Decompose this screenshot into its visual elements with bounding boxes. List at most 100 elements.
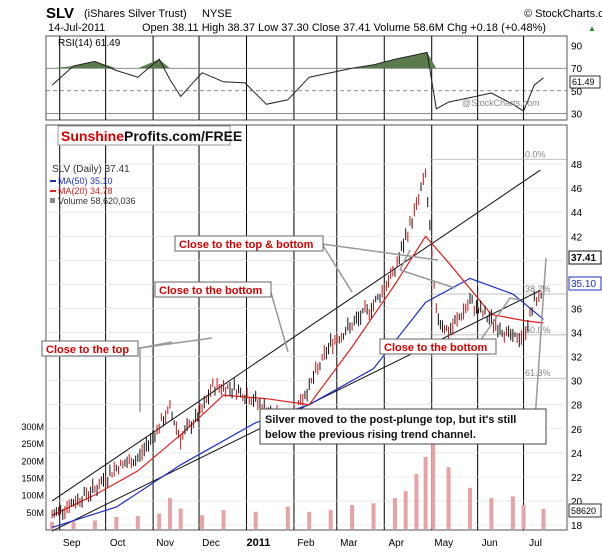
svg-text:35.10: 35.10 xyxy=(571,279,596,290)
price-tick-label: 18 xyxy=(571,521,583,532)
rsi-axis: 30 50 70 90 xyxy=(571,42,583,121)
svg-text:61.49: 61.49 xyxy=(572,77,595,87)
ticker-name: (iShares Silver Trust) xyxy=(84,8,187,20)
ma50-last-badge: 35.10 xyxy=(568,276,602,291)
price-tick-label: 24 xyxy=(571,449,583,460)
ma20-line xyxy=(51,235,544,516)
volume-bar xyxy=(167,498,172,529)
volume-bar xyxy=(467,487,472,529)
rsi-last-badge: 61.49 xyxy=(569,75,601,89)
x-tick-label: Apr xyxy=(388,538,404,549)
volume-bar xyxy=(92,520,97,529)
volume-bar xyxy=(403,491,408,529)
source-credit: © StockCharts.com xyxy=(524,8,602,20)
rsi-overbought-fill xyxy=(52,52,544,69)
rsi-watermark: @StockCharts.com xyxy=(462,98,540,108)
volume-bar xyxy=(489,498,494,529)
volume-bar xyxy=(431,432,436,529)
volume-bar xyxy=(178,508,183,529)
svg-text:Close to the bottom: Close to the bottom xyxy=(159,285,262,297)
sunshine-branding: SunshineProfits.com/FREE xyxy=(57,125,242,146)
volume-bar xyxy=(446,467,451,529)
legend-ma20: MA(20) 34.78 xyxy=(58,186,113,196)
quote-summary: Open 38.11 High 38.37 Low 37.30 Close 37… xyxy=(142,22,546,34)
price-legend: SLV (Daily) 37.41 MA(50) 35.10 MA(20) 34… xyxy=(50,164,136,206)
svg-text:Close to the bottom: Close to the bottom xyxy=(384,342,487,354)
volume-bar xyxy=(350,504,355,529)
ma50-line xyxy=(51,277,544,528)
x-tick-label: 2011 xyxy=(247,537,271,549)
price-tick-label: 46 xyxy=(571,184,583,195)
volume-bar xyxy=(510,496,515,529)
ticker-symbol: SLV xyxy=(46,5,74,22)
volume-bar xyxy=(50,522,55,529)
price-bars xyxy=(51,168,545,520)
price-legend-title: SLV (Daily) 37.41 xyxy=(52,164,130,175)
change-up-icon: ▲ xyxy=(588,24,596,33)
x-tick-label: Jul xyxy=(529,538,542,549)
volume-tick-label: 100M xyxy=(21,491,44,501)
fibonacci-label: 0.0% xyxy=(525,149,546,159)
x-tick-label: Oct xyxy=(110,538,126,549)
annotation-close-to-top: Close to the top xyxy=(41,340,139,357)
legend-ma50: MA(50) 35.10 xyxy=(58,176,113,186)
price-tick-label: 48 xyxy=(571,160,583,171)
price-tick-label: 30 xyxy=(571,377,583,388)
volume-bar xyxy=(71,521,76,529)
volume-bar xyxy=(371,503,376,529)
price-tick-label: 26 xyxy=(571,425,583,436)
svg-text:Close to the top & bottom: Close to the top & bottom xyxy=(179,239,314,251)
x-tick-label: May xyxy=(434,538,453,549)
annotation-close-to-bottom-left: Close to the bottom xyxy=(154,281,272,298)
volume-bar xyxy=(328,510,333,529)
svg-text:Silver moved to the post-plung: Silver moved to the post-plunge top, but… xyxy=(265,414,516,426)
x-tick-label: Mar xyxy=(340,538,358,549)
volume-bar xyxy=(157,513,162,529)
volume-bar xyxy=(285,506,290,529)
volume-bar xyxy=(200,515,205,529)
volume-bar xyxy=(253,511,258,529)
rsi-line xyxy=(51,51,544,112)
volume-bar xyxy=(307,511,312,529)
annotation-note: Silver moved to the post-plunge top, but… xyxy=(259,408,547,445)
fibonacci-label: 38.2% xyxy=(525,284,551,294)
volume-bar xyxy=(221,510,226,529)
price-grid: Sep Oct Nov Dec 2011 Feb Mar Apr May Jun Jul xyxy=(46,125,567,549)
svg-text:37.41: 37.41 xyxy=(571,253,596,264)
volume-axis: 50M 100M 150M 200M 250M 300M xyxy=(21,422,44,518)
price-tick-label: 44 xyxy=(571,208,583,219)
x-tick-label: Dec xyxy=(202,538,220,549)
svg-text:58620: 58620 xyxy=(571,506,596,516)
volume-bar xyxy=(135,515,140,529)
annotation-close-to-bottom-right: Close to the bottom xyxy=(379,338,497,355)
rsi-tick-label: 30 xyxy=(571,109,583,120)
price-tick-label: 20 xyxy=(571,497,583,508)
price-tick-label: 28 xyxy=(571,401,583,412)
x-tick-label: Feb xyxy=(297,538,315,549)
volume-bar xyxy=(392,498,397,529)
volume-tick-label: 250M xyxy=(21,439,44,449)
volume-bar xyxy=(114,516,119,529)
exchange-label: NYSE xyxy=(202,8,232,20)
price-tick-label: 22 xyxy=(571,473,583,484)
price-tick-label: 34 xyxy=(571,329,583,340)
volume-bar xyxy=(414,474,419,529)
volume-last-badge: 58620 xyxy=(568,503,602,518)
volume-tick-label: 200M xyxy=(21,456,44,466)
price-tick-label: 36 xyxy=(571,304,583,315)
date-label: 14-Jul-2011 xyxy=(48,22,105,34)
volume-bar xyxy=(423,456,428,529)
volume-bars xyxy=(50,432,546,529)
volume-tick-label: 50M xyxy=(26,508,44,518)
price-panel: Sep Oct Nov Dec 2011 Feb Mar Apr May Jun Jul 18 20 2… xyxy=(21,124,602,549)
annotation-close-to-top-and-bottom: Close to the top & bottom xyxy=(174,235,324,252)
price-last-badge: 37.41 xyxy=(568,250,602,265)
volume-bar xyxy=(521,504,526,529)
volume-tick-label: 300M xyxy=(21,422,44,432)
volume-tick-label: 150M xyxy=(21,474,44,484)
trend-line xyxy=(51,169,541,502)
rsi-tick-label: 90 xyxy=(571,42,583,53)
volume-bar xyxy=(541,508,546,529)
